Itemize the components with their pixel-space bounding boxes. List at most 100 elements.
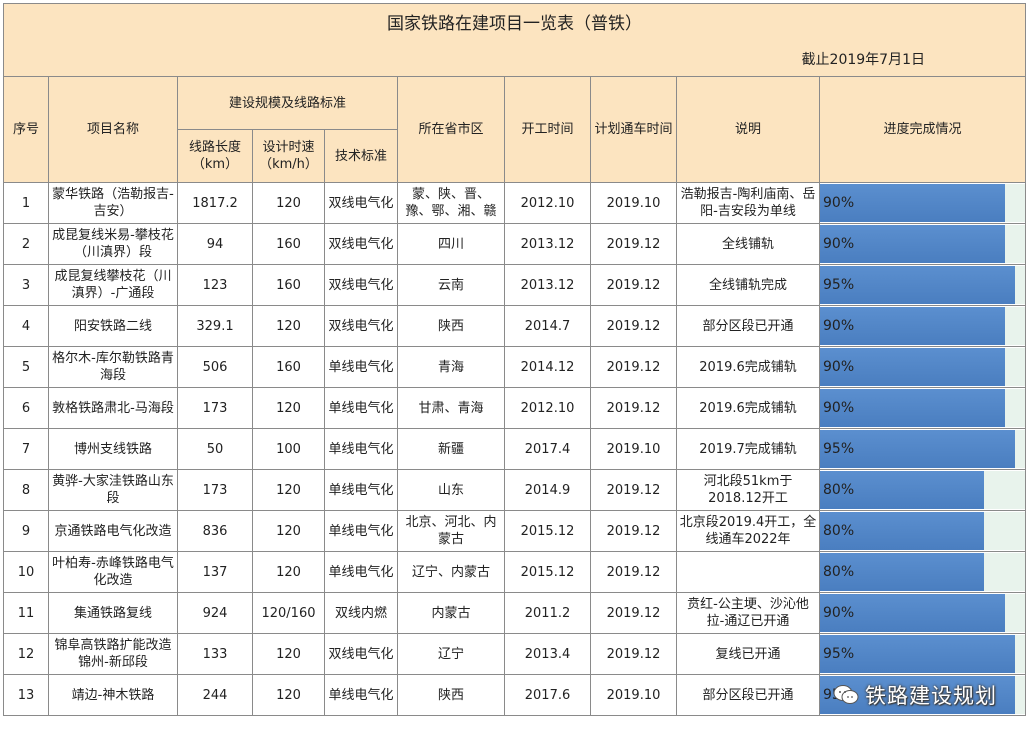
- table-body: 1 蒙华铁路（浩勒报吉-吉安） 1817.2 120 双线电气化 蒙、陕、晋、豫、鄂、湘、…: [3, 182, 1026, 716]
- row-no: 6: [3, 387, 49, 429]
- row-standard: 单线电气化: [324, 387, 398, 429]
- row-no: 5: [3, 346, 49, 388]
- row-progress: 95%: [819, 428, 1026, 470]
- row-speed: 120: [252, 387, 325, 429]
- row-open: 2019.12: [590, 551, 677, 593]
- progress-label: 95%: [823, 441, 855, 457]
- row-start: 2017.4: [504, 428, 591, 470]
- row-standard: 单线电气化: [324, 428, 398, 470]
- table-row: 3 成昆复线攀枝花（川滇界）-广通段 123 160 双线电气化 云南 2013.12 201…: [3, 264, 1026, 306]
- row-standard: 双线电气化: [324, 633, 398, 675]
- progress-bar: [820, 225, 1005, 263]
- row-standard: 单线电气化: [324, 510, 398, 552]
- row-speed: 120: [252, 182, 325, 224]
- progress-bar: [820, 184, 1005, 222]
- row-length: 137: [177, 551, 253, 593]
- row-start: 2015.12: [504, 510, 591, 552]
- progress-bar: [820, 553, 984, 591]
- table-title: 国家铁路在建项目一览表（普铁）: [3, 3, 1026, 44]
- progress-bar: [820, 635, 1015, 673]
- row-progress: 90%: [819, 223, 1026, 265]
- table-row: 1 蒙华铁路（浩勒报吉-吉安） 1817.2 120 双线电气化 蒙、陕、晋、豫、鄂、湘、…: [3, 182, 1026, 224]
- table-row: 5 格尔木-库尔勒铁路青海段 506 160 单线电气化 青海 2014.12 2019.12…: [3, 346, 1026, 388]
- row-progress: 90%: [819, 182, 1026, 224]
- row-note: 2019.7完成铺轨: [676, 428, 820, 470]
- row-note: 北京段2019.4开工，全线通车2022年: [676, 510, 820, 552]
- row-note: 部分区段已开通: [676, 305, 820, 347]
- row-speed: 120: [252, 510, 325, 552]
- progress-label: 90%: [823, 359, 855, 375]
- row-note: 全线铺轨: [676, 223, 820, 265]
- progress-bar: [820, 307, 1005, 345]
- table-row: 7 博州支线铁路 50 100 单线电气化 新疆 2017.4 2019.10 2019.7完成…: [3, 428, 1026, 470]
- row-name: 成昆复线米易-攀枝花（川滇界）段: [48, 223, 178, 265]
- row-no: 7: [3, 428, 49, 470]
- header-region: 所在省市区: [397, 76, 505, 183]
- row-name: 黄骅-大家洼铁路山东段: [48, 469, 178, 511]
- row-start: 2013.12: [504, 264, 591, 306]
- row-progress: 80%: [819, 510, 1026, 552]
- row-standard: 双线电气化: [324, 305, 398, 347]
- table-row: 4 阳安铁路二线 329.1 120 双线电气化 陕西 2014.7 2019.12 部分区段已…: [3, 305, 1026, 347]
- row-speed: 160: [252, 346, 325, 388]
- table-container: 国家铁路在建项目一览表（普铁） 截止2019年7月1日 序号 项目名称 建设规模…: [3, 3, 1026, 736]
- row-open: 2019.12: [590, 305, 677, 347]
- row-standard: 双线内燃: [324, 592, 398, 634]
- row-region: 辽宁: [397, 633, 505, 675]
- watermark: 铁路建设规划: [833, 680, 997, 710]
- progress-bar: [820, 266, 1015, 304]
- progress-label: 90%: [823, 605, 855, 621]
- progress-label: 90%: [823, 400, 855, 416]
- progress-bar: [820, 389, 1005, 427]
- header-no: 序号: [3, 76, 49, 183]
- row-standard: 单线电气化: [324, 674, 398, 716]
- header-open: 计划通车时间: [590, 76, 677, 183]
- row-speed: 120/160: [252, 592, 325, 634]
- table-row: 9 京通铁路电气化改造 836 120 单线电气化 北京、河北、内蒙古 2015.12 201…: [3, 510, 1026, 552]
- row-note: 2019.6完成铺轨: [676, 387, 820, 429]
- row-name: 阳安铁路二线: [48, 305, 178, 347]
- progress-label: 80%: [823, 523, 855, 539]
- row-speed: 160: [252, 264, 325, 306]
- row-open: 2019.12: [590, 223, 677, 265]
- progress-label: 80%: [823, 564, 855, 580]
- row-no: 3: [3, 264, 49, 306]
- progress-label: 95%: [823, 646, 855, 662]
- row-note: 贲红-公主埂、沙沁他拉-通辽已开通: [676, 592, 820, 634]
- row-name: 京通铁路电气化改造: [48, 510, 178, 552]
- row-standard: 单线电气化: [324, 346, 398, 388]
- row-start: 2013.12: [504, 223, 591, 265]
- row-speed: 120: [252, 551, 325, 593]
- row-name: 叶柏寿-赤峰铁路电气化改造: [48, 551, 178, 593]
- row-region: 北京、河北、内蒙古: [397, 510, 505, 552]
- row-progress: 80%: [819, 469, 1026, 511]
- table-row: 12 锦阜高铁路扩能改造锦州-新邱段 133 120 双线电气化 辽宁 2013.4 2019…: [3, 633, 1026, 675]
- row-progress: 80%: [819, 551, 1026, 593]
- row-name: 博州支线铁路: [48, 428, 178, 470]
- row-length: 173: [177, 387, 253, 429]
- progress-label: 90%: [823, 195, 855, 211]
- row-region: 甘肃、青海: [397, 387, 505, 429]
- header-progress: 进度完成情况: [819, 76, 1026, 183]
- row-start: 2015.12: [504, 551, 591, 593]
- row-open: 2019.10: [590, 182, 677, 224]
- row-region: 蒙、陕、晋、豫、鄂、湘、赣: [397, 182, 505, 224]
- row-open: 2019.12: [590, 633, 677, 675]
- row-open: 2019.12: [590, 510, 677, 552]
- row-progress: 90%: [819, 592, 1026, 634]
- row-no: 1: [3, 182, 49, 224]
- row-length: 123: [177, 264, 253, 306]
- row-length: 506: [177, 346, 253, 388]
- row-no: 12: [3, 633, 49, 675]
- row-length: 50: [177, 428, 253, 470]
- row-length: 173: [177, 469, 253, 511]
- row-no: 4: [3, 305, 49, 347]
- row-no: 9: [3, 510, 49, 552]
- progress-label: 95%: [823, 277, 855, 293]
- row-start: 2017.6: [504, 674, 591, 716]
- row-note: 复线已开通: [676, 633, 820, 675]
- row-speed: 120: [252, 633, 325, 675]
- progress-bar: [820, 471, 984, 509]
- row-progress: 95%: [819, 633, 1026, 675]
- progress-label: 90%: [823, 236, 855, 252]
